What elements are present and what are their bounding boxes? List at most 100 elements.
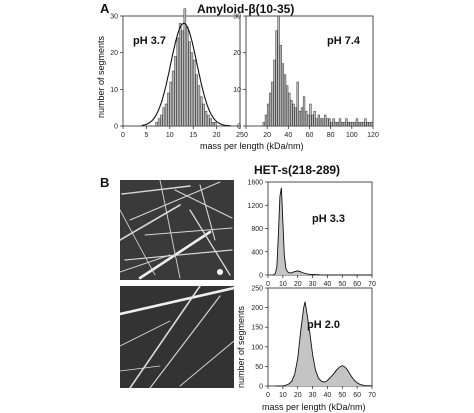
a-left-bar [178, 23, 182, 127]
b-bottom-ytick-label: 200 [251, 305, 263, 312]
a-left-bar [176, 37, 180, 127]
a-left-bar [188, 41, 191, 127]
b-bottom-xtick-label: 70 [368, 392, 376, 399]
a-right-annotation: pH 7.4 [327, 35, 361, 47]
a-left-xtick-label: 25 [236, 132, 244, 139]
a-right-xtick-label: 20 [263, 132, 271, 139]
a-left-bar [206, 114, 210, 127]
a-right-bar [370, 122, 373, 127]
a-left-bar [164, 103, 168, 127]
a-left-bar [174, 56, 177, 127]
a-left-bar [202, 103, 205, 127]
a-left-xtick-label: 20 [213, 132, 221, 139]
b-bottom-xtick-label: 10 [279, 392, 287, 399]
a-left-xtick-label: 5 [144, 132, 148, 139]
b-bottom-xtick-label: 40 [324, 392, 332, 399]
a-left-bar [204, 111, 208, 127]
a-right-ytick-label: 30 [233, 14, 241, 21]
panel-a-letter: A [100, 1, 110, 16]
a-right-bar [347, 122, 350, 127]
a-left-bar [209, 118, 212, 127]
a-right-bar [366, 122, 369, 127]
a-right-bar [298, 111, 301, 127]
a-right-bar [305, 111, 308, 127]
a-left-annotation: pH 3.7 [133, 35, 166, 47]
micrograph-top [120, 180, 234, 280]
a-right-bar [302, 96, 306, 127]
a-left-xtick-label: 10 [166, 132, 174, 139]
a-right-bar [351, 122, 354, 127]
a-right-bar [290, 100, 293, 127]
b-bottom-xtick-label: 60 [353, 392, 361, 399]
b-top-xtick-label: 60 [353, 281, 361, 288]
b-top-xtick-label: 50 [338, 281, 346, 288]
a-left-ytick-label: 0 [114, 124, 118, 131]
a-right-bar [334, 122, 337, 127]
b-bottom-xtick-label: 0 [266, 392, 270, 399]
a-right-bar [330, 122, 333, 127]
a-right-bar [338, 118, 342, 127]
a-right-bar [264, 114, 268, 127]
a-left-ytick-label: 20 [110, 50, 118, 57]
a-left-ytick-label: 30 [110, 14, 118, 21]
a-right-xtick-label: 100 [346, 132, 358, 139]
a-left-bar [155, 122, 159, 127]
a-right-bar [362, 122, 365, 127]
a-left-bar [181, 30, 184, 127]
b-bottom-ytick-label: 0 [259, 384, 263, 391]
a-right-ytick-label: 10 [233, 87, 241, 94]
a-right-bar [345, 118, 348, 127]
a-right-bar [343, 122, 346, 127]
a-right-bar [283, 74, 287, 127]
a-right-bar [326, 118, 329, 127]
b-top-ytick-label: 0 [259, 273, 263, 280]
a-right-bar [271, 81, 274, 127]
a-right-xtick-label: 120 [367, 132, 379, 139]
a-left-bar [167, 92, 170, 127]
panel-b-letter: B [100, 175, 110, 190]
b-top-line [272, 187, 372, 276]
a-right-bar [275, 30, 278, 127]
a-right-bar [266, 103, 270, 127]
a-right-bar [262, 122, 265, 127]
a-left-bar [195, 74, 198, 127]
a-right-bar [273, 59, 276, 127]
a-right-bar [288, 92, 291, 127]
b-top-xtick-label: 70 [368, 281, 376, 288]
micrograph-bottom-fibrils [120, 286, 234, 388]
a-right-ytick-label: 0 [237, 124, 241, 131]
a-left-bar [169, 81, 173, 127]
a-right-bar [296, 81, 299, 127]
a-right-bar [368, 122, 371, 127]
a-right-bar [279, 45, 282, 127]
b-bottom-xtick-label: 20 [294, 392, 302, 399]
a-right-bar [315, 118, 318, 127]
a-right-bar [317, 114, 321, 127]
b-bottom-ytick-label: 50 [255, 364, 263, 371]
b-top-xtick-label: 0 [266, 281, 270, 288]
panel-b-xlabel: mass per length (kDa/nm) [262, 402, 366, 412]
a-right-bar [324, 114, 327, 127]
a-right-bar [353, 122, 357, 127]
a-left-bar [157, 118, 161, 127]
a-right-bar [313, 111, 316, 127]
b-bottom-line [275, 301, 373, 387]
a-right-bar [360, 122, 363, 127]
a-right-bar [364, 118, 367, 127]
b-top-xtick-label: 30 [309, 281, 317, 288]
panel-a-title: Amyloid-β(10-35) [197, 2, 295, 16]
a-right-bar [294, 107, 297, 127]
micrograph-top-fibrils [120, 180, 234, 280]
b-bottom-xtick-label: 30 [309, 392, 317, 399]
a-right-bar [269, 92, 272, 127]
panel-b-title: HET-s(218-289) [254, 163, 341, 177]
a-right-bar [285, 85, 289, 127]
micrograph-bottom [120, 286, 234, 388]
a-left-bar [183, 8, 187, 127]
b-top-xtick-label: 20 [294, 281, 302, 288]
b-bottom-ytick-label: 100 [251, 344, 263, 351]
a-right-bar [341, 122, 344, 127]
a-right-xtick-label: 40 [284, 132, 292, 139]
b-bottom-area [275, 301, 372, 386]
